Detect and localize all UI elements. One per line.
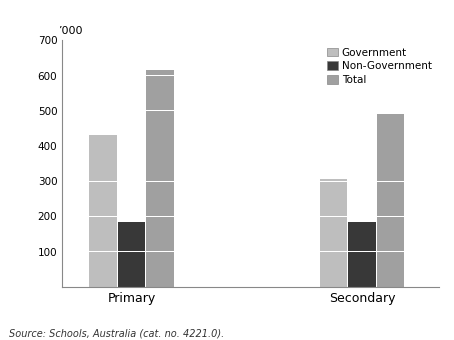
Bar	[118, 222, 145, 251]
Bar	[89, 252, 117, 287]
Bar	[89, 135, 117, 146]
Bar	[146, 182, 174, 216]
Legend: Government, Non-Government, Total: Government, Non-Government, Total	[325, 46, 434, 87]
Text: Source: Schools, Australia (cat. no. 4221.0).: Source: Schools, Australia (cat. no. 422…	[9, 328, 224, 339]
Bar	[377, 252, 405, 287]
Bar	[377, 182, 405, 216]
Bar	[146, 217, 174, 251]
Bar	[320, 180, 347, 181]
Bar	[146, 146, 174, 181]
Bar	[320, 217, 347, 251]
Bar	[118, 252, 145, 287]
Bar	[146, 76, 174, 110]
Text: ’000: ’000	[59, 26, 83, 35]
Bar	[89, 146, 117, 181]
Bar	[89, 217, 117, 251]
Bar	[348, 222, 376, 251]
Bar	[377, 146, 405, 181]
Bar	[89, 182, 117, 216]
Bar	[146, 70, 174, 75]
Bar	[377, 114, 405, 146]
Bar	[146, 252, 174, 287]
Bar	[377, 217, 405, 251]
Bar	[320, 182, 347, 216]
Bar	[348, 252, 376, 287]
Bar	[320, 252, 347, 287]
Bar	[146, 111, 174, 146]
